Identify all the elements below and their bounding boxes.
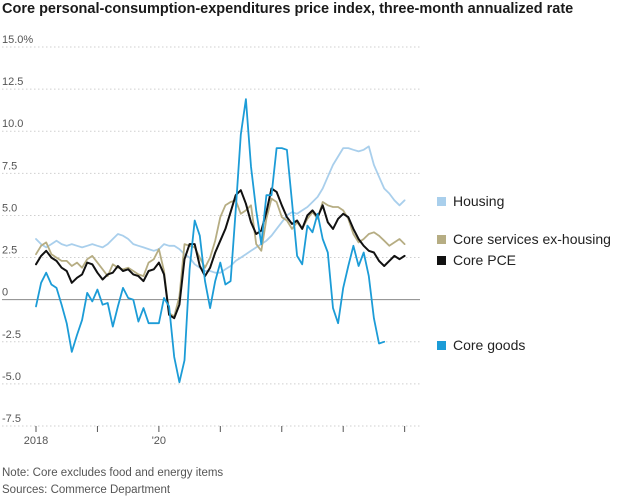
x-tick-label: 2018	[24, 435, 48, 447]
y-tick-label: -5.0	[2, 371, 21, 383]
legend-label-housing: Housing	[453, 193, 504, 209]
x-tick-label: '20	[152, 435, 166, 447]
legend: Housing Core services ex-housing Core PCE C…	[437, 193, 611, 353]
legend-swatch-housing	[437, 197, 446, 206]
chart-title: Core personal-consumption-expenditures p…	[2, 1, 574, 17]
y-tick-label: 2.5	[2, 245, 17, 257]
series-line-core-pce	[35, 187, 406, 320]
y-tick-label: 10.0	[2, 118, 23, 130]
y-tick-label: 15.0%	[2, 34, 33, 46]
legend-swatch-core-pce	[437, 256, 446, 265]
y-tick-label: -2.5	[2, 329, 21, 341]
series-lines	[35, 98, 406, 384]
y-tick-label: 0	[2, 287, 8, 299]
y-tick-label: -7.5	[2, 413, 21, 425]
x-axis: 2018 '20	[24, 426, 406, 447]
chart-source: Sources: Commerce Department	[2, 484, 171, 496]
legend-swatch-core-services-ex-housing	[437, 235, 446, 244]
y-tick-label: 12.5	[2, 76, 23, 88]
legend-swatch-core-goods	[437, 341, 446, 350]
gridlines: 15.0% 12.5 10.0 7.5 5.0 2.5 0 -2.5 -5.0 -7.5	[2, 34, 420, 427]
chart-note: Note: Core excludes food and energy item…	[2, 467, 224, 479]
series-line-housing	[35, 145, 406, 274]
series-line-core-goods	[35, 98, 386, 384]
legend-label-core-services-ex-housing: Core services ex-housing	[453, 231, 611, 247]
series-line-core-services-ex-housing	[35, 197, 406, 318]
legend-label-core-goods: Core goods	[453, 337, 525, 353]
legend-label-core-pce: Core PCE	[453, 252, 516, 268]
chart-canvas: 15.0% 12.5 10.0 7.5 5.0 2.5 0 -2.5 -5.0 -7.5 2018…	[2, 34, 611, 447]
y-tick-label: 5.0	[2, 202, 17, 214]
y-tick-label: 7.5	[2, 160, 17, 172]
